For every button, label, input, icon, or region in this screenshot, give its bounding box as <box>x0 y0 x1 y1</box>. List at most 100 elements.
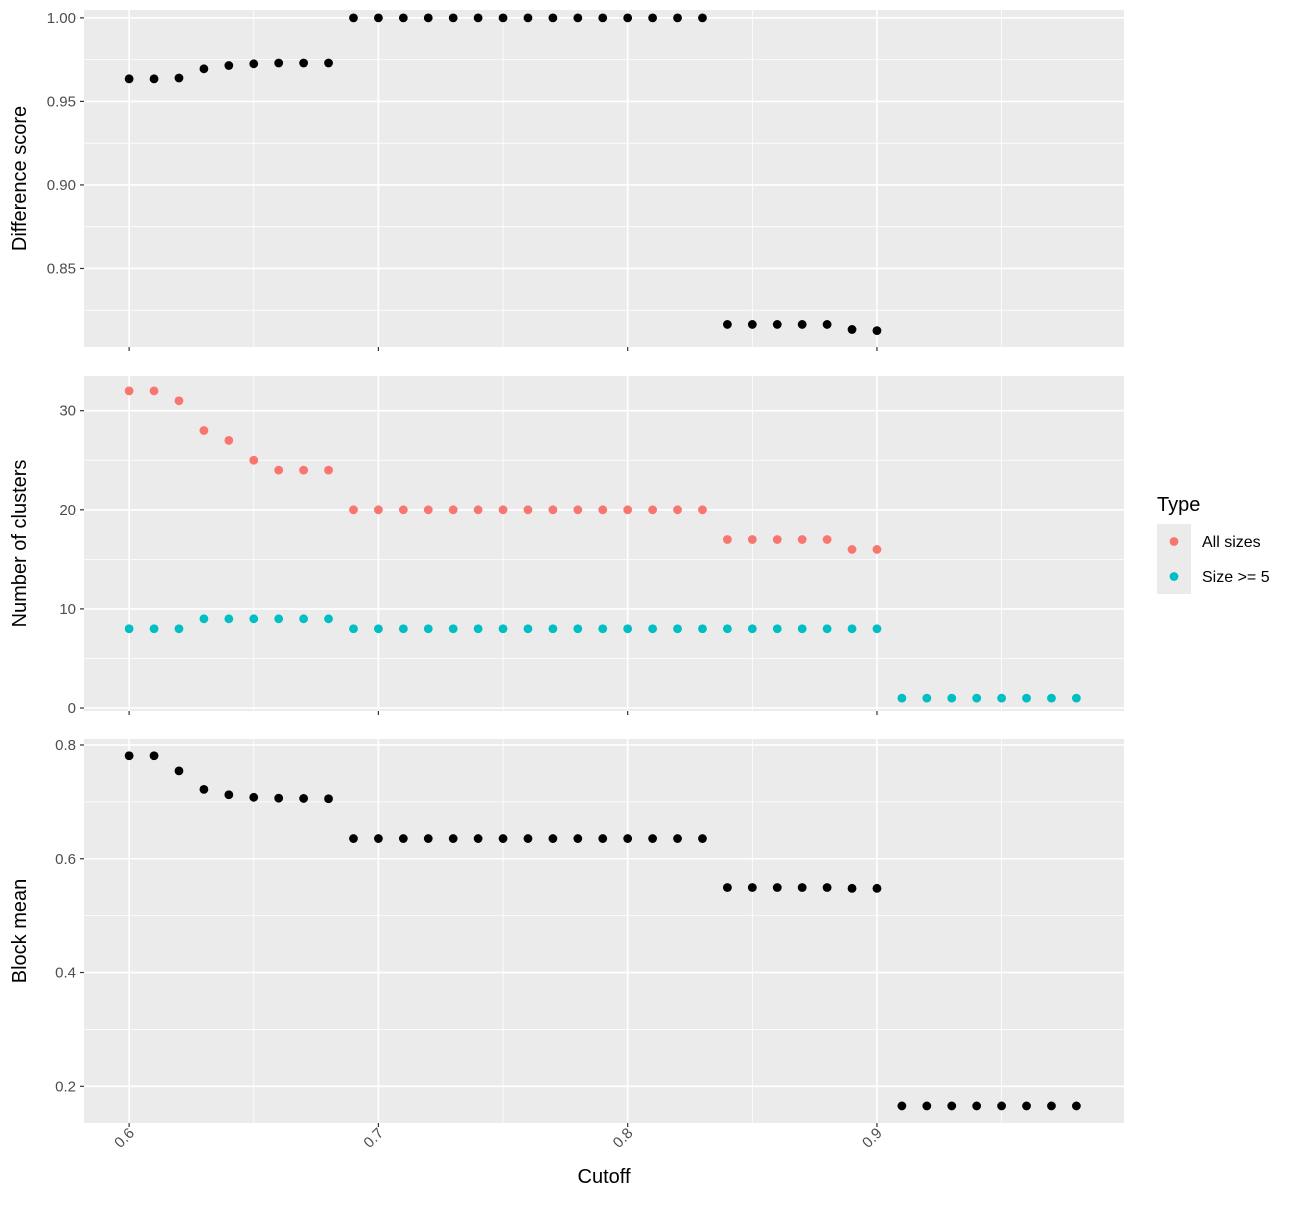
data-point <box>274 58 284 68</box>
series-all-sizes <box>124 386 882 554</box>
panel-3: 0.2 0.4 0.6 0.8 Block mean <box>9 737 1124 1127</box>
data-point <box>847 325 857 334</box>
data-point <box>299 614 309 624</box>
data-point <box>149 751 159 761</box>
data-point <box>374 834 383 843</box>
y-tick-label: 20 <box>59 502 76 519</box>
legend-label: All sizes <box>1202 534 1261 551</box>
data-point <box>1022 1101 1031 1111</box>
y-tick-label: 0.85 <box>47 260 76 277</box>
data-point <box>897 693 907 703</box>
data-point <box>398 624 408 634</box>
data-point <box>523 834 533 843</box>
y-axis-title: Number of clusters <box>9 460 31 628</box>
y-axis-title: Block mean <box>9 879 31 984</box>
data-point <box>249 455 259 465</box>
data-point <box>673 834 682 843</box>
data-point <box>722 883 732 892</box>
y-tick-label: 0.90 <box>47 177 76 194</box>
data-point <box>797 320 807 329</box>
data-point <box>349 505 358 515</box>
y-tick-label: 1.00 <box>47 10 76 27</box>
data-point <box>847 624 857 634</box>
data-point <box>847 883 857 893</box>
data-point <box>573 624 583 634</box>
data-point <box>274 465 284 475</box>
data-point <box>698 834 707 843</box>
data-point <box>722 535 732 544</box>
legend-title: Type <box>1157 494 1200 516</box>
data-point <box>299 794 309 803</box>
data-point <box>548 505 558 515</box>
data-point <box>648 834 658 843</box>
data-point <box>797 624 807 634</box>
data-point <box>623 624 633 634</box>
data-point <box>398 834 408 843</box>
data-point <box>772 624 782 634</box>
data-point <box>772 320 782 329</box>
data-point <box>174 396 184 406</box>
data-point <box>124 751 134 761</box>
data-point <box>249 614 259 624</box>
data-point <box>423 13 433 23</box>
data-point <box>573 834 583 843</box>
data-point <box>498 505 508 515</box>
data-point <box>797 535 807 544</box>
data-point <box>174 766 184 776</box>
y-tick-label: 0 <box>68 700 76 717</box>
data-point <box>772 883 782 892</box>
data-point <box>473 834 483 843</box>
y-axis-title: Difference score <box>9 106 31 251</box>
x-tick-label: 0.6 <box>111 1125 138 1152</box>
data-point <box>473 505 483 515</box>
panel-1: 0.85 0.90 0.95 1.00 Difference score <box>9 10 1124 351</box>
data-point <box>199 426 209 435</box>
data-point <box>922 693 932 703</box>
panel-background <box>84 376 1124 711</box>
data-point <box>224 790 234 800</box>
data-point <box>573 505 583 515</box>
y-tick-label: 0.8 <box>55 737 76 754</box>
data-point <box>747 535 757 544</box>
y-tick-label: 0.6 <box>55 851 76 868</box>
y-tick-label: 0.2 <box>55 1078 76 1095</box>
data-point <box>972 1101 982 1111</box>
data-point <box>822 624 832 634</box>
data-point <box>673 624 682 634</box>
data-point <box>473 624 483 634</box>
x-tick-labels: 0.6 0.7 0.8 0.9 <box>111 1125 886 1152</box>
data-point <box>847 545 857 554</box>
data-point <box>972 693 982 703</box>
panels: 0.85 0.90 0.95 1.00 Difference score 0 10 20 30 N… <box>9 10 1124 1188</box>
x-tick-label: 0.7 <box>360 1125 387 1152</box>
legend: Type All sizes Size >= 5 <box>1157 494 1270 594</box>
data-point <box>1022 693 1031 703</box>
legend-item: Size >= 5 <box>1157 559 1270 594</box>
data-point <box>448 13 458 23</box>
data-point <box>199 784 209 794</box>
data-point <box>648 505 658 515</box>
data-point <box>698 505 707 515</box>
series-size-5 <box>124 614 1081 703</box>
data-point <box>822 535 832 544</box>
data-point <box>598 624 608 634</box>
data-point <box>149 386 159 396</box>
data-point <box>822 883 832 892</box>
data-point <box>598 834 608 843</box>
data-point <box>249 59 259 69</box>
data-point <box>523 505 533 515</box>
data-point <box>673 13 682 23</box>
x-axis-title: Cutoff <box>578 1166 631 1188</box>
y-tick-label: 10 <box>59 601 76 618</box>
data-point <box>623 834 633 843</box>
data-point <box>747 883 757 892</box>
series-1 <box>124 751 1081 1111</box>
data-point <box>199 64 209 74</box>
data-point <box>423 834 433 843</box>
data-point <box>747 320 757 329</box>
data-point <box>897 1101 907 1111</box>
data-point <box>872 624 882 634</box>
data-point <box>398 505 408 515</box>
data-point <box>349 624 358 634</box>
